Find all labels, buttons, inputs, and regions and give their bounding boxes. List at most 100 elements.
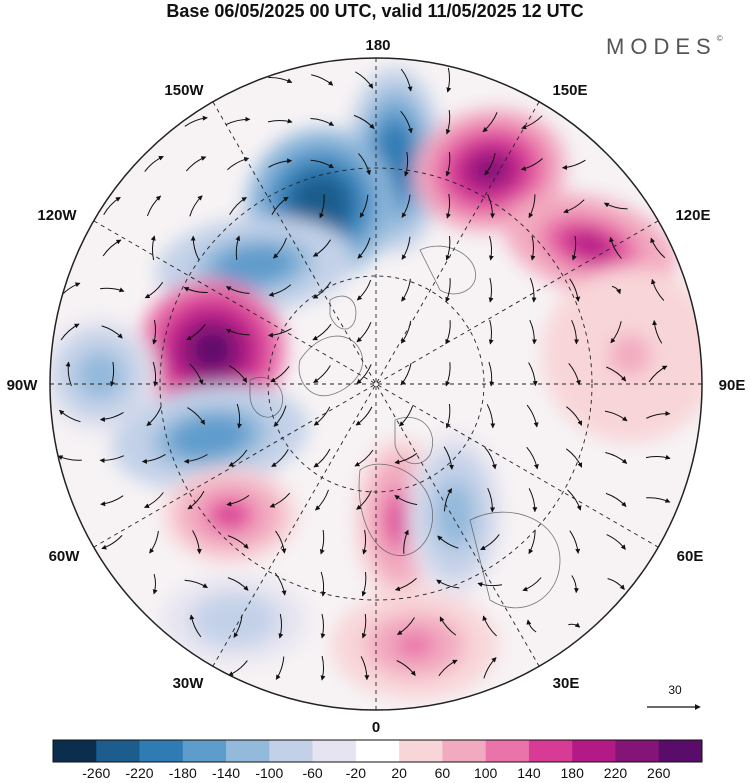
wind-vector-15 bbox=[185, 156, 207, 172]
wind-vector-64 bbox=[569, 278, 581, 302]
wind-vector-71 bbox=[225, 328, 250, 336]
wind-vector-9 bbox=[353, 114, 375, 130]
wind-vector-101 bbox=[236, 403, 243, 429]
wind-vector-142 bbox=[149, 530, 159, 554]
wind-vector-76 bbox=[445, 320, 451, 345]
wind-vector-81 bbox=[652, 319, 663, 344]
wind-vector-133 bbox=[356, 490, 372, 510]
longitude-labels: 180 150W 150E 120W 120E 90W 90E 60W 60E … bbox=[7, 37, 746, 736]
wind-vector-29 bbox=[271, 196, 289, 216]
wind-vector-163 bbox=[522, 577, 542, 592]
wind-vector-59 bbox=[356, 279, 372, 301]
wind-vector-74 bbox=[356, 322, 372, 343]
wind-vector-55 bbox=[183, 287, 208, 294]
wind-vector-108 bbox=[526, 404, 539, 428]
map-title: Base 06/05/2025 00 UTC, valid 11/05/2025… bbox=[166, 1, 584, 21]
wind-vector-79 bbox=[571, 319, 580, 345]
wind-vector-128 bbox=[144, 492, 164, 508]
map-border bbox=[49, 57, 703, 711]
wind-vector-39 bbox=[150, 235, 156, 261]
wind-vector-58 bbox=[312, 281, 332, 299]
wind-vector-78 bbox=[529, 319, 537, 345]
wind-vector-82 bbox=[65, 361, 72, 387]
wind-vector-22 bbox=[484, 153, 496, 176]
wind-vector-110 bbox=[604, 410, 628, 422]
wind-vector-121 bbox=[443, 446, 454, 470]
lon-label-30w: 30W bbox=[173, 675, 205, 692]
wind-vector-34 bbox=[487, 194, 496, 219]
colorbar-tick-label-3: -140 bbox=[212, 765, 240, 781]
colorbar-tick-label-0: -260 bbox=[82, 765, 110, 781]
wind-vector-12 bbox=[482, 112, 498, 133]
wind-vector-111 bbox=[645, 410, 671, 419]
wind-vector-6 bbox=[226, 116, 251, 126]
wind-vector-126 bbox=[645, 454, 671, 460]
anomaly-center-2-ring-4 bbox=[302, 186, 338, 224]
wind-vector-49 bbox=[571, 236, 577, 261]
wind-vector-137 bbox=[528, 488, 538, 513]
lon-label-60e: 60E bbox=[677, 548, 704, 565]
wind-vector-8 bbox=[310, 118, 335, 126]
wind-vector-17 bbox=[268, 158, 293, 168]
wind-vector-93 bbox=[528, 362, 538, 387]
wind-vector-147 bbox=[362, 529, 368, 555]
anomaly-center-11-ring-4 bbox=[217, 609, 253, 631]
wind-vector-56 bbox=[225, 286, 250, 294]
lon-label-30e: 30E bbox=[553, 675, 580, 692]
wind-vector-129 bbox=[187, 490, 205, 510]
colorbar-tick-label-9: 100 bbox=[474, 765, 498, 781]
wind-vector-4 bbox=[446, 67, 452, 93]
wind-vector-68 bbox=[101, 325, 123, 339]
lon-label-150w: 150W bbox=[164, 82, 204, 99]
colorbar-swatch-2 bbox=[139, 740, 184, 762]
colorbar-swatch-13 bbox=[615, 740, 660, 762]
anomaly-field bbox=[50, 67, 702, 700]
wind-vector-162 bbox=[477, 582, 503, 587]
wind-vector-102 bbox=[273, 405, 287, 427]
wind-vector-7 bbox=[267, 118, 293, 124]
colorbar-tick-label-1: -220 bbox=[126, 765, 154, 781]
wind-vector-26 bbox=[146, 195, 162, 217]
wind-vector-80 bbox=[610, 321, 622, 344]
wind-vector-180 bbox=[396, 660, 416, 676]
wind-vector-158 bbox=[320, 571, 327, 597]
wind-vector-94 bbox=[568, 362, 581, 386]
wind-vector-65 bbox=[611, 285, 621, 295]
colorbar-tick-label-8: 60 bbox=[435, 765, 451, 781]
lon-label-90w: 90W bbox=[7, 377, 39, 394]
wind-vector-37 bbox=[603, 202, 628, 210]
colorbar-tick-label-10: 140 bbox=[517, 765, 541, 781]
wind-vector-53 bbox=[100, 287, 125, 293]
lon-label-150e: 150E bbox=[552, 82, 587, 99]
wind-vector-105 bbox=[398, 405, 414, 427]
wind-vector-61 bbox=[445, 278, 451, 303]
wind-vector-31 bbox=[359, 194, 369, 218]
wind-vector-124 bbox=[566, 448, 583, 468]
wind-vector-28 bbox=[229, 196, 247, 215]
colorbar-swatch-3 bbox=[182, 740, 227, 762]
wind-vector-130 bbox=[226, 494, 250, 507]
wind-vector-182 bbox=[483, 657, 497, 679]
coastline-sketch bbox=[249, 245, 561, 609]
wind-vector-50 bbox=[609, 236, 622, 259]
wind-vector-91 bbox=[445, 362, 451, 387]
wind-vector-177 bbox=[275, 656, 285, 680]
wind-vector-45 bbox=[401, 236, 411, 260]
wind-vector-67 bbox=[60, 323, 80, 341]
wind-vector-11 bbox=[445, 110, 451, 135]
wind-vector-168 bbox=[278, 613, 284, 639]
wind-vector-120 bbox=[394, 452, 418, 465]
lon-label-180: 180 bbox=[365, 37, 390, 54]
wind-vector-2 bbox=[355, 71, 374, 89]
wind-vector-172 bbox=[439, 616, 457, 636]
anomaly-center-12-ring-4 bbox=[395, 632, 435, 658]
colorbar: -260 -220 -180 -140 -100 -60 -20 20 60 100 140 180 2… bbox=[52, 739, 703, 781]
wind-vector-104 bbox=[355, 406, 373, 426]
colorbar-swatch-12 bbox=[572, 740, 616, 762]
wind-vector-16 bbox=[227, 156, 250, 171]
wind-vector-116 bbox=[228, 449, 248, 467]
wind-vector-117 bbox=[271, 449, 289, 468]
lon-label-120e: 120E bbox=[675, 207, 710, 224]
lon-label-0: 0 bbox=[372, 719, 380, 736]
